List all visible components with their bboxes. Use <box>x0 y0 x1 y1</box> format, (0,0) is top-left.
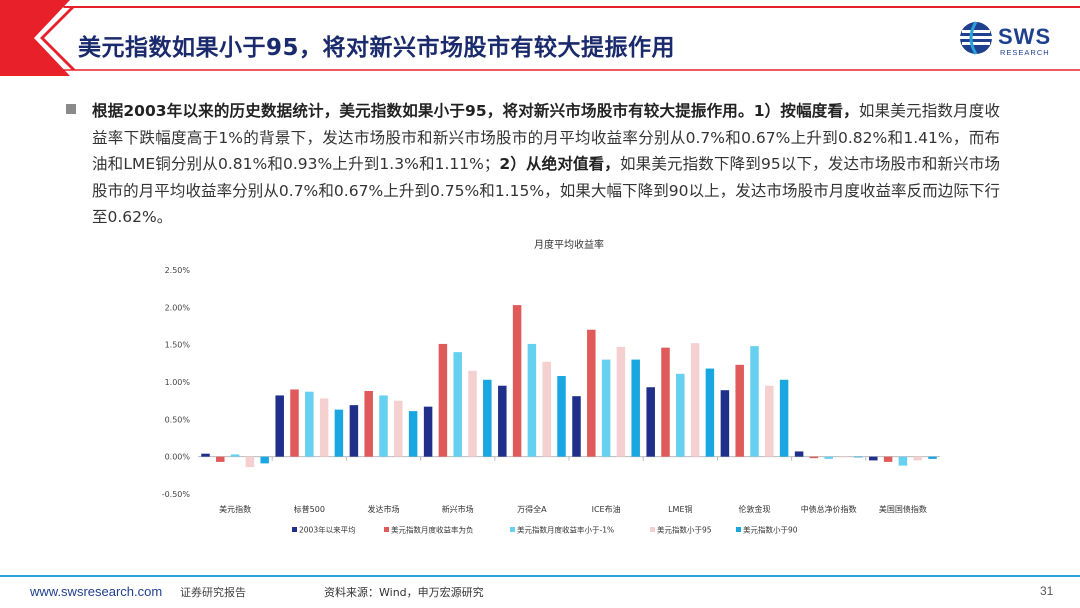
x-tick-label: 伦敦金现 <box>739 504 771 514</box>
x-tick-label: 万得全A <box>517 504 547 514</box>
bar <box>408 411 418 457</box>
x-tick-label: 中债总净价指数 <box>801 504 857 514</box>
bar <box>275 395 284 457</box>
y-tick-label: 1.50% <box>165 341 191 350</box>
returns-chart: 月度平均收益率 -0.50% 0.00% 0.50% 1.00% 1.50% 2.00% 2.… <box>140 232 960 552</box>
bar <box>230 454 240 457</box>
logo-globe-icon <box>960 21 992 55</box>
bar <box>913 456 922 461</box>
bar <box>809 456 819 459</box>
bar <box>349 405 359 457</box>
bar <box>898 456 908 466</box>
bar <box>779 379 789 457</box>
x-tick-label: 发达市场 <box>368 504 400 514</box>
header-banner <box>0 0 1080 76</box>
x-tick-label: LME铜 <box>668 504 692 514</box>
para-text-1: 如果美元指数月度收益率下跌幅度高于1%的背景下，发达市场股市和新兴市场股市的月平… <box>92 102 1000 173</box>
x-tick-label: ICE布油 <box>592 504 621 514</box>
bar <box>542 361 551 457</box>
x-tick-label: 美元指数 <box>219 504 251 514</box>
x-tick-label: 美国国债指数 <box>879 504 927 514</box>
bar <box>201 453 210 457</box>
bar <box>334 409 344 457</box>
y-tick-label: -0.50% <box>162 490 191 499</box>
para-text-2: 如果美元指数下降到95以下，发达市场股市和新兴市场股市的月平均收益率分别从0.7… <box>92 155 1000 226</box>
bar <box>601 359 611 457</box>
bar <box>616 346 626 457</box>
footer-divider <box>0 575 1080 577</box>
bar <box>690 343 700 457</box>
y-tick-label: 0.50% <box>165 415 191 424</box>
bar <box>290 389 299 457</box>
bar <box>869 456 878 461</box>
bar <box>468 370 477 457</box>
bar <box>750 346 759 457</box>
bar <box>676 373 685 457</box>
summary-paragraph: 根据2003年以来的历史数据统计，美元指数如果小于95，将对新兴市场股市有较大提… <box>92 98 1000 231</box>
bar <box>824 456 833 459</box>
bar <box>305 391 314 457</box>
bar <box>483 379 492 457</box>
bar <box>512 305 522 457</box>
legend-label: 美元指数小于95 <box>657 525 712 535</box>
legend-label: 美元指数月度收益率小于-1% <box>517 525 614 535</box>
legend-swatch <box>510 527 515 532</box>
bar <box>557 376 566 457</box>
legend-label: 美元指数小于90 <box>743 525 798 535</box>
y-tick-label: 2.00% <box>165 303 191 312</box>
bar-chart-svg: 月度平均收益率 -0.50% 0.00% 0.50% 1.00% 1.50% 2.00% 2.… <box>162 238 940 535</box>
bar <box>498 385 507 457</box>
legend-swatch <box>736 527 741 532</box>
bar <box>839 456 848 458</box>
legend-label: 2003年以来平均 <box>299 525 356 535</box>
bar <box>394 400 403 457</box>
y-tick-label: 2.50% <box>165 266 191 275</box>
legend-swatch <box>292 527 297 532</box>
x-tick-label: 新兴市场 <box>442 504 474 514</box>
bar <box>438 343 448 457</box>
bar <box>587 329 596 457</box>
bar <box>928 456 937 459</box>
bar <box>423 406 433 457</box>
legend-swatch <box>384 527 389 532</box>
x-tick-label: 标普500 <box>294 504 325 514</box>
slide-header: 美元指数如果小于95，将对新兴市场股市有较大提振作用 SWS RESEARCH <box>0 0 1080 76</box>
bar <box>735 364 744 457</box>
bar <box>216 456 225 462</box>
bar <box>646 387 655 457</box>
legend-swatch <box>650 527 655 532</box>
y-tick-label: 0.00% <box>165 453 191 462</box>
bar <box>319 398 329 457</box>
y-tick-label: 1.00% <box>165 378 191 387</box>
para-bold-2: 2）从绝对值看， <box>499 155 620 173</box>
bar <box>661 347 670 457</box>
sws-logo: SWS RESEARCH <box>958 18 1058 58</box>
legend-label: 美元指数月度收益率为负 <box>391 525 474 535</box>
footer-report-label: 证券研究报告 <box>180 586 246 599</box>
logo-subtext: RESEARCH <box>1000 48 1050 57</box>
chart-title: 月度平均收益率 <box>534 238 604 251</box>
footer-url[interactable]: www.swsresearch.com <box>30 584 163 599</box>
bar <box>631 359 640 457</box>
bar <box>453 352 462 457</box>
bar <box>705 368 715 457</box>
logo-wordmark: SWS <box>998 24 1052 49</box>
page-title: 美元指数如果小于95，将对新兴市场股市有较大提振作用 <box>78 35 676 61</box>
slide-footer: www.swsresearch.com 证券研究报告 资料来源：Wind，申万宏… <box>0 575 1080 608</box>
para-bold-1: 根据2003年以来的历史数据统计，美元指数如果小于95，将对新兴市场股市有较大提… <box>92 102 859 120</box>
page-number: 31 <box>1040 584 1054 598</box>
bar <box>854 456 863 458</box>
bar <box>364 390 373 457</box>
bar <box>720 390 730 457</box>
bar <box>883 456 893 462</box>
footer-source: 资料来源：Wind，申万宏源研究 <box>324 586 484 599</box>
bar <box>765 385 774 457</box>
bar <box>572 396 581 457</box>
bar <box>527 343 537 457</box>
bar <box>794 451 804 457</box>
bullet-square <box>66 104 76 114</box>
bar <box>245 456 255 468</box>
bar <box>260 456 269 464</box>
bar <box>379 395 388 457</box>
